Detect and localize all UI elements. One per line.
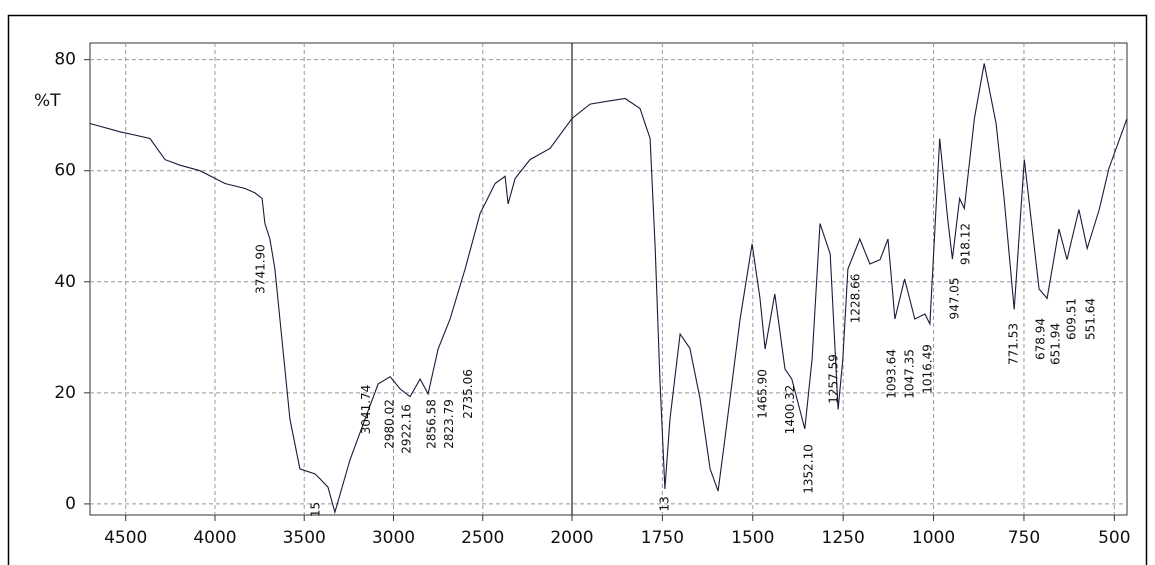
y-tick-label: 80 — [54, 50, 76, 70]
peak-label: 1400.32 — [783, 385, 797, 435]
peak-label: 1257.59 — [827, 354, 841, 404]
x-tick-label: 2000 — [550, 528, 593, 548]
peak-label: 15 — [308, 502, 322, 517]
x-tick-label: 1750 — [641, 528, 684, 548]
peak-label: 2823.79 — [442, 399, 456, 449]
peak-label: 1465.90 — [755, 369, 769, 419]
peak-label: 1228.66 — [848, 274, 862, 324]
peak-label: 3741.90 — [254, 244, 268, 294]
peak-label: 13 — [657, 496, 671, 511]
x-tick-label: 3000 — [372, 528, 415, 548]
x-tick-label: 3500 — [283, 528, 326, 548]
peak-label: 2735.06 — [461, 369, 475, 419]
peak-label: 1047.35 — [903, 349, 917, 399]
x-tick-label: 1000 — [912, 528, 955, 548]
x-tick-label: 4000 — [193, 528, 236, 548]
y-axis-label: %T — [34, 91, 61, 111]
peak-label: 3041.74 — [359, 385, 373, 435]
y-tick-label: 20 — [54, 383, 76, 403]
x-tick-label: 1500 — [731, 528, 774, 548]
frame — [7, 14, 1148, 565]
y-tick-label: 40 — [54, 272, 76, 292]
plot-area — [89, 42, 1128, 516]
x-tick-label: 750 — [1008, 528, 1040, 548]
peak-label: 2856.58 — [424, 399, 438, 449]
x-tick-label: 500 — [1098, 528, 1130, 548]
peak-label: 771.53 — [1007, 323, 1021, 365]
peak-label: 609.51 — [1065, 298, 1079, 340]
y-tick-label: 0 — [65, 494, 76, 514]
peak-label: 918.12 — [959, 223, 973, 265]
spectrum-line — [89, 63, 1128, 515]
peak-label: 1016.49 — [921, 344, 935, 394]
y-tick-label: 60 — [54, 161, 76, 181]
peak-label: 1093.64 — [884, 349, 898, 399]
x-tick-label: 2500 — [461, 528, 504, 548]
peak-label: 678.94 — [1033, 318, 1047, 360]
x-tick-label: 4500 — [104, 528, 147, 548]
peak-label: 651.94 — [1049, 323, 1063, 365]
peak-label: 2980.02 — [382, 399, 396, 449]
x-tick-label: 1250 — [822, 528, 865, 548]
peak-label: 1352.10 — [801, 444, 815, 494]
peak-label: 2922.16 — [399, 404, 413, 454]
peak-label: 947.05 — [948, 277, 962, 319]
peak-label: 551.64 — [1083, 298, 1097, 340]
